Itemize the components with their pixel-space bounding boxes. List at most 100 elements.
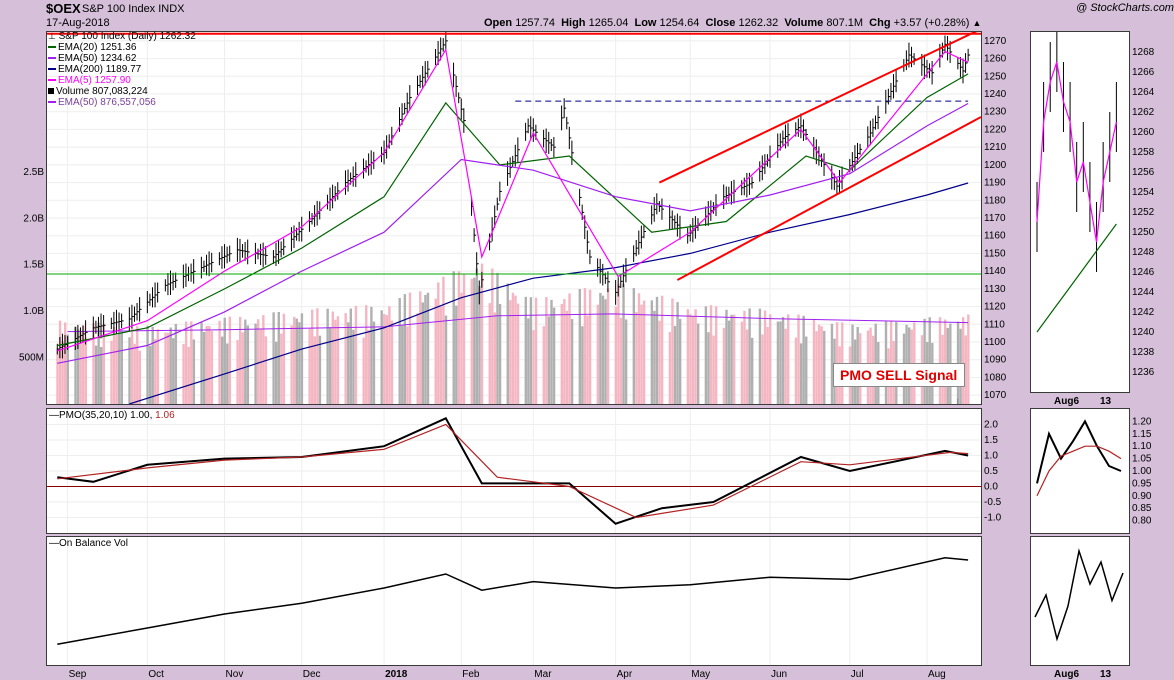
- volume-bar: [228, 316, 232, 404]
- volume-bar: [588, 289, 592, 404]
- legend-volume: Volume 807,083,224: [48, 86, 148, 97]
- price-tick-label: 1170: [984, 213, 1006, 224]
- x-tick-label: Feb: [462, 669, 480, 680]
- volume-bar: [218, 320, 221, 404]
- volume-bar: [599, 292, 602, 404]
- volume-bar: [560, 303, 564, 404]
- zoom-pmo-tick-label: 1.00: [1132, 466, 1152, 477]
- volume-bar: [128, 337, 131, 404]
- volume-bar: [568, 293, 571, 404]
- volume-bar: [604, 299, 607, 404]
- volume-bar: [290, 325, 293, 404]
- volume-bar: [745, 329, 749, 404]
- volume-bar: [416, 313, 419, 404]
- volume-bar: [146, 325, 149, 404]
- legend-ema50-label: EMA(50) 1234.62: [58, 53, 137, 64]
- volume-bar: [151, 326, 154, 404]
- volume-bar: [686, 309, 690, 404]
- volume-bar: [889, 320, 893, 404]
- price-tick-label: 1150: [984, 248, 1006, 259]
- volume-bar: [442, 276, 445, 404]
- zoom-pmo-panel: [1030, 408, 1130, 534]
- volume-bar: [581, 326, 584, 404]
- volume-bar: [457, 271, 461, 404]
- price-chart: [47, 32, 981, 404]
- volume-bar: [491, 268, 494, 404]
- volume-ema50-line: [67, 313, 969, 333]
- legend-ema20-swatch: [48, 46, 56, 49]
- zoom-x-tick-label: Aug6: [1054, 669, 1079, 680]
- volume-bar: [678, 318, 682, 404]
- volume-bar: [133, 343, 136, 404]
- volume-bar: [606, 288, 610, 404]
- zoom-x-axis-top: Aug6 13: [1030, 393, 1130, 407]
- volume-bar: [282, 313, 286, 404]
- chg-label: Chg: [869, 17, 891, 29]
- zoom-price-tick-label: 1242: [1132, 307, 1155, 318]
- x-tick-label: May: [691, 669, 710, 680]
- price-tick-label: 1130: [984, 284, 1006, 295]
- volume-bar: [82, 325, 85, 404]
- volume-tick-label: 500M: [19, 353, 44, 364]
- volume-tick-label: 2.0B: [23, 213, 44, 224]
- volume-bar: [812, 319, 816, 404]
- volume-bar: [318, 335, 322, 404]
- volume-bar: [547, 316, 551, 404]
- zoom-ema20-line: [1036, 223, 1117, 333]
- volume-bar: [961, 317, 965, 404]
- volume-bar: [385, 315, 389, 404]
- volume-bar: [781, 317, 785, 404]
- price-y-axis: 1070 1080 1090 1100 1110 1120 1130 1140 1150 1160…: [982, 31, 1022, 405]
- volume-bar: [344, 313, 347, 404]
- obv-chart: [57, 537, 969, 665]
- volume-bar: [220, 336, 224, 404]
- zoom-price-tick-label: 1238: [1132, 347, 1155, 358]
- volume-value: 807.1M: [826, 17, 864, 29]
- volume-bar: [274, 341, 278, 404]
- volume-bar: [475, 268, 479, 404]
- volume-bar: [300, 313, 304, 404]
- pmo-tick-label: 1.5: [984, 435, 998, 446]
- price-tick-label: 1070: [984, 390, 1007, 401]
- legend-volume-label: Volume 807,083,224: [56, 86, 148, 97]
- volume-bar: [766, 326, 769, 404]
- x-tick-label: Aug: [928, 669, 946, 680]
- price-tick-label: 1260: [984, 54, 1007, 65]
- volume-bar: [154, 339, 157, 404]
- zoom-price-tick-label: 1264: [1132, 87, 1155, 98]
- volume-bar: [76, 329, 80, 404]
- volume-bar: [542, 326, 545, 404]
- volume-bar: [488, 303, 491, 404]
- volume-bar: [498, 303, 502, 404]
- zoom-obv-panel: [1030, 536, 1130, 666]
- price-panel: ⊥ S&P 100 Index (Daily) 1262.32 EMA(20) …: [46, 31, 982, 405]
- volume-bar: [259, 329, 262, 404]
- volume-bar: [524, 296, 527, 404]
- volume-bar: [223, 317, 226, 404]
- volume-bar: [460, 292, 463, 404]
- volume-bar: [545, 297, 548, 404]
- volume-bar: [295, 318, 298, 404]
- volume-bar: [138, 350, 142, 404]
- volume-bar: [511, 292, 515, 404]
- zoom-price-panel: [1030, 31, 1130, 393]
- pmo-tick-label: 1.0: [984, 451, 998, 462]
- ema200-line: [129, 182, 969, 404]
- ema20-line: [57, 73, 969, 347]
- volume-bar: [797, 314, 800, 404]
- index-name: S&P 100 Index INDX: [82, 3, 185, 15]
- pmo-tick-label: 0.5: [984, 466, 998, 477]
- volume-bar: [112, 327, 116, 404]
- volume-bar: [406, 326, 409, 404]
- x-tick-label: Dec: [303, 669, 321, 680]
- zoom-price-tick-label: 1266: [1132, 67, 1155, 78]
- ohlc-summary: Open 1257.74 High 1265.04 Low 1254.64 Cl…: [484, 17, 981, 29]
- ema50-line: [57, 102, 969, 364]
- volume-bar: [619, 317, 623, 404]
- low-label: Low: [634, 17, 657, 29]
- volume-bar: [372, 321, 376, 404]
- volume-bar: [653, 310, 656, 404]
- price-tick-label: 1160: [984, 231, 1006, 242]
- x-tick-label: Jun: [771, 669, 787, 680]
- legend-main-icon: ⊥: [48, 31, 56, 41]
